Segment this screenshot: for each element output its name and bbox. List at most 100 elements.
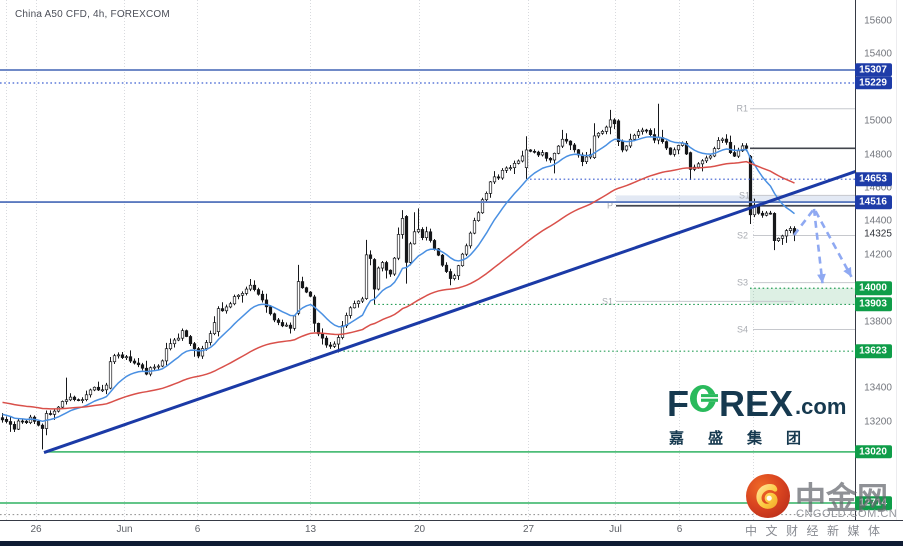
candle [436,248,441,256]
candle [600,131,605,134]
pivot-label: P [607,201,613,211]
zones-layer [616,195,855,305]
candle [472,220,477,234]
candle [236,294,241,297]
time-axis-label: 20 [413,524,426,535]
pivot-label: S2 [737,230,748,240]
candle [560,138,565,147]
candle [456,265,461,277]
candle [572,144,577,151]
candle [452,275,457,279]
candle [512,162,517,169]
forex-logo-rex: REX [719,383,794,424]
candle [504,167,509,171]
candle [428,231,433,241]
candle [744,145,749,149]
price-axis-tick: 15600 [864,15,892,27]
price-axis-tick: 14400 [864,215,892,227]
candle [60,401,65,408]
candle [596,132,601,137]
candle [668,147,673,155]
cngold-logo-icon [746,474,790,523]
candle [360,298,365,302]
candle [216,308,221,333]
candle [524,149,529,169]
candle [584,156,589,163]
candle [288,324,293,329]
candle [416,229,421,233]
candle [324,337,329,346]
candle [296,281,301,314]
candle [696,163,701,168]
candle [408,243,413,263]
candle [404,216,409,263]
candle [636,131,641,136]
candle [112,355,117,363]
time-axis[interactable]: 26 Jun 6 13 20 27 Jul 6 [0,521,903,541]
candle [160,360,165,367]
price-axis-tick: 15000 [864,115,892,127]
candle [284,324,289,327]
candle [192,343,197,350]
candle [172,339,177,345]
price-axis-tick: 15400 [864,48,892,60]
candle [388,269,393,275]
cngold-domain: CNGOLD.COM.CN [796,508,898,520]
candle [496,176,501,179]
candle [604,126,609,132]
candle [764,212,769,216]
projection-arrow [812,208,824,284]
price-axis-tick: 13800 [864,316,892,328]
candle [196,348,201,357]
candle [392,257,397,275]
time-axis-label: Jul [609,524,622,535]
bottom-bar [0,541,903,546]
price-axis[interactable]: 15600 15400 15000 14800 14600 14400 14325 14200… [854,0,903,520]
candle [80,399,85,401]
candle [0,417,5,421]
candle [124,356,129,359]
candle [476,212,481,221]
candle [768,212,773,215]
candle [448,271,453,279]
candle [700,160,705,165]
candle [532,150,537,153]
price-level-badge: 14653 [854,172,892,186]
candle [208,333,213,343]
candle [488,181,493,194]
candle [100,389,105,392]
candle [4,418,9,422]
candle [220,308,225,312]
candle [592,135,597,158]
candle [140,364,145,369]
levels-layer [0,69,855,516]
pivot-label: S1 [739,190,750,200]
candle [780,235,785,239]
candle [544,152,549,159]
candle [316,322,321,335]
candle [716,140,721,149]
forex-logo-com: .com [795,394,847,419]
candle [784,230,789,237]
candle [684,142,689,155]
candle [92,386,97,391]
candle [432,240,437,250]
candle [672,149,677,155]
price-axis-tick: 13400 [864,382,892,394]
candle [292,315,297,329]
moving-averages-layer [2,135,795,423]
candle [536,151,541,156]
projection-arrow [792,208,816,236]
candle [720,138,725,141]
candle [620,141,625,151]
candle [40,424,45,429]
candle [352,303,357,309]
candle [152,366,157,369]
cngold-tagline: 中文财经新媒体 [745,524,889,538]
candle [632,134,637,140]
candle [164,348,169,362]
time-axis-label: Jun [116,524,133,535]
candle [396,234,401,259]
candle [748,155,753,216]
